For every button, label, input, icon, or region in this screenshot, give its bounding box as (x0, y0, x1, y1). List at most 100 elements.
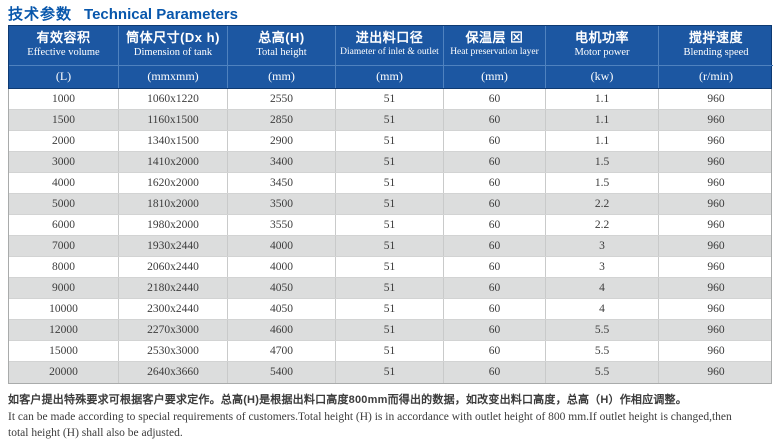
table-cell: 960 (707, 345, 725, 357)
table-cell: 1980x2000 (119, 215, 228, 235)
table-cell: 1.5 (546, 152, 659, 172)
table-cell: 2060x2440 (119, 257, 228, 277)
footnote-en-line1: It can be made according to special requ… (8, 411, 732, 423)
page-title-zh: 技术参数 (8, 6, 73, 23)
header-label-en: Effective volume (27, 47, 100, 58)
header-cell: 总高(H) Total height (mm) (228, 26, 336, 88)
table-cell: 1.5 (546, 173, 659, 193)
table-row: 20000 2640x3660 5400 51 60 5.5 960 (9, 362, 771, 383)
table-cell: 60 (444, 236, 546, 256)
header-label-zh: 进出料口径 (355, 30, 424, 45)
table-cell: 51 (336, 89, 444, 109)
header-label-zh: 电机功率 (574, 30, 629, 45)
table-cell: 960 (707, 177, 725, 189)
table-cell: 60 (444, 257, 546, 277)
table-cell: 60 (444, 278, 546, 298)
header-label-zh: 保温层 ⊠ (465, 30, 524, 45)
table-row: 2000 1340x1500 2900 51 60 1.1 960 (9, 131, 771, 152)
header-unit: (mm) (228, 65, 335, 88)
table-cell: 1060x1220 (119, 89, 228, 109)
table-cell: 4000 (9, 173, 119, 193)
header-cell: 电机功率 Motor power (kw) (546, 26, 659, 88)
table-row: 4000 1620x2000 3450 51 60 1.5 960 (9, 173, 771, 194)
table-cell: 2270x3000 (119, 320, 228, 340)
table-cell: 5000 (9, 194, 119, 214)
header-label-zh: 总高(H) (258, 30, 305, 45)
table-header: 有效容积 Effective volume (L) 筒体尺寸(Dx h) Dimensi… (8, 25, 773, 89)
table-cell: 10000 (9, 299, 119, 319)
header-unit: (mm) (444, 65, 545, 88)
table-cell: 960 (707, 240, 725, 252)
table-cell: 1930x2440 (119, 236, 228, 256)
table-cell: 51 (336, 299, 444, 319)
table-cell: 9000 (9, 278, 119, 298)
table-cell: 51 (336, 110, 444, 130)
header-label-zh: 筒体尺寸(Dx h) (126, 30, 220, 45)
table-cell: 3 (546, 236, 659, 256)
header-label-en: Heat preservation layer (450, 47, 539, 57)
header-cell: 有效容积 Effective volume (L) (9, 26, 119, 88)
table-cell: 60 (444, 152, 546, 172)
table-cell: 51 (336, 278, 444, 298)
table-cell: 3000 (9, 152, 119, 172)
table-cell: 3500 (228, 194, 336, 214)
table-cell: 3400 (228, 152, 336, 172)
table-cell: 51 (336, 131, 444, 151)
table-cell: 1000 (9, 89, 119, 109)
table-cell: 5400 (228, 362, 336, 383)
header-cell: 保温层 ⊠ Heat preservation layer (mm) (444, 26, 546, 88)
table-cell: 2640x3660 (119, 362, 228, 383)
table-row: 9000 2180x2440 4050 51 60 4 960 (9, 278, 771, 299)
table-cell: 51 (336, 236, 444, 256)
table-cell: 4000 (228, 236, 336, 256)
table-row: 3000 1410x2000 3400 51 60 1.5 960 (9, 152, 771, 173)
table-cell: 2530x3000 (119, 341, 228, 361)
header-unit: (mmxmm) (119, 65, 227, 88)
table-cell: 2.2 (546, 194, 659, 214)
table-cell: 4050 (228, 299, 336, 319)
header-label-en: Blending speed (683, 47, 749, 58)
header-label-zh: 有效容积 (36, 30, 91, 45)
table-cell: 960 (707, 156, 725, 168)
table-cell: 1810x2000 (119, 194, 228, 214)
table-cell: 60 (444, 110, 546, 130)
table-cell: 4050 (228, 278, 336, 298)
table-cell: 51 (336, 257, 444, 277)
table-cell: 1.1 (546, 131, 659, 151)
table-cell: 5.5 (546, 320, 659, 340)
header-cell: 搅拌速度 Blending speed (r/min) (659, 26, 773, 88)
table-cell: 51 (336, 152, 444, 172)
table-cell: 1500 (9, 110, 119, 130)
table-row: 15000 2530x3000 4700 51 60 5.5 960 (9, 341, 771, 362)
table-cell: 1620x2000 (119, 173, 228, 193)
table-cell: 15000 (9, 341, 119, 361)
table-cell: 5.5 (546, 362, 659, 383)
table-cell: 60 (444, 299, 546, 319)
page-title-en: Technical Parameters (84, 6, 238, 23)
table-cell: 960 (707, 366, 725, 378)
table-cell: 51 (336, 320, 444, 340)
table-cell: 51 (336, 341, 444, 361)
table-cell: 6000 (9, 215, 119, 235)
table-row: 10000 2300x2440 4050 51 60 4 960 (9, 299, 771, 320)
header-label-zh: 搅拌速度 (688, 30, 743, 45)
header-cell: 进出料口径 Diameter of inlet & outlet (mm) (336, 26, 444, 88)
header-label-en: Motor power (574, 47, 630, 58)
parameters-table: 有效容积 Effective volume (L) 筒体尺寸(Dx h) Dimensi… (8, 25, 773, 384)
table-cell: 3 (546, 257, 659, 277)
table-cell: 1.1 (546, 110, 659, 130)
table-row: 12000 2270x3000 4600 51 60 5.5 960 (9, 320, 771, 341)
table-cell: 7000 (9, 236, 119, 256)
table-cell: 960 (707, 303, 725, 315)
table-row: 8000 2060x2440 4000 51 60 3 960 (9, 257, 771, 278)
table-cell: 60 (444, 215, 546, 235)
table-cell: 960 (707, 219, 725, 231)
table-cell: 60 (444, 320, 546, 340)
table-row: 7000 1930x2440 4000 51 60 3 960 (9, 236, 771, 257)
table-cell: 60 (444, 194, 546, 214)
table-cell: 60 (444, 173, 546, 193)
table-cell: 51 (336, 194, 444, 214)
header-label-en: Total height (256, 47, 307, 58)
table-cell: 2550 (228, 89, 336, 109)
table-cell: 2.2 (546, 215, 659, 235)
